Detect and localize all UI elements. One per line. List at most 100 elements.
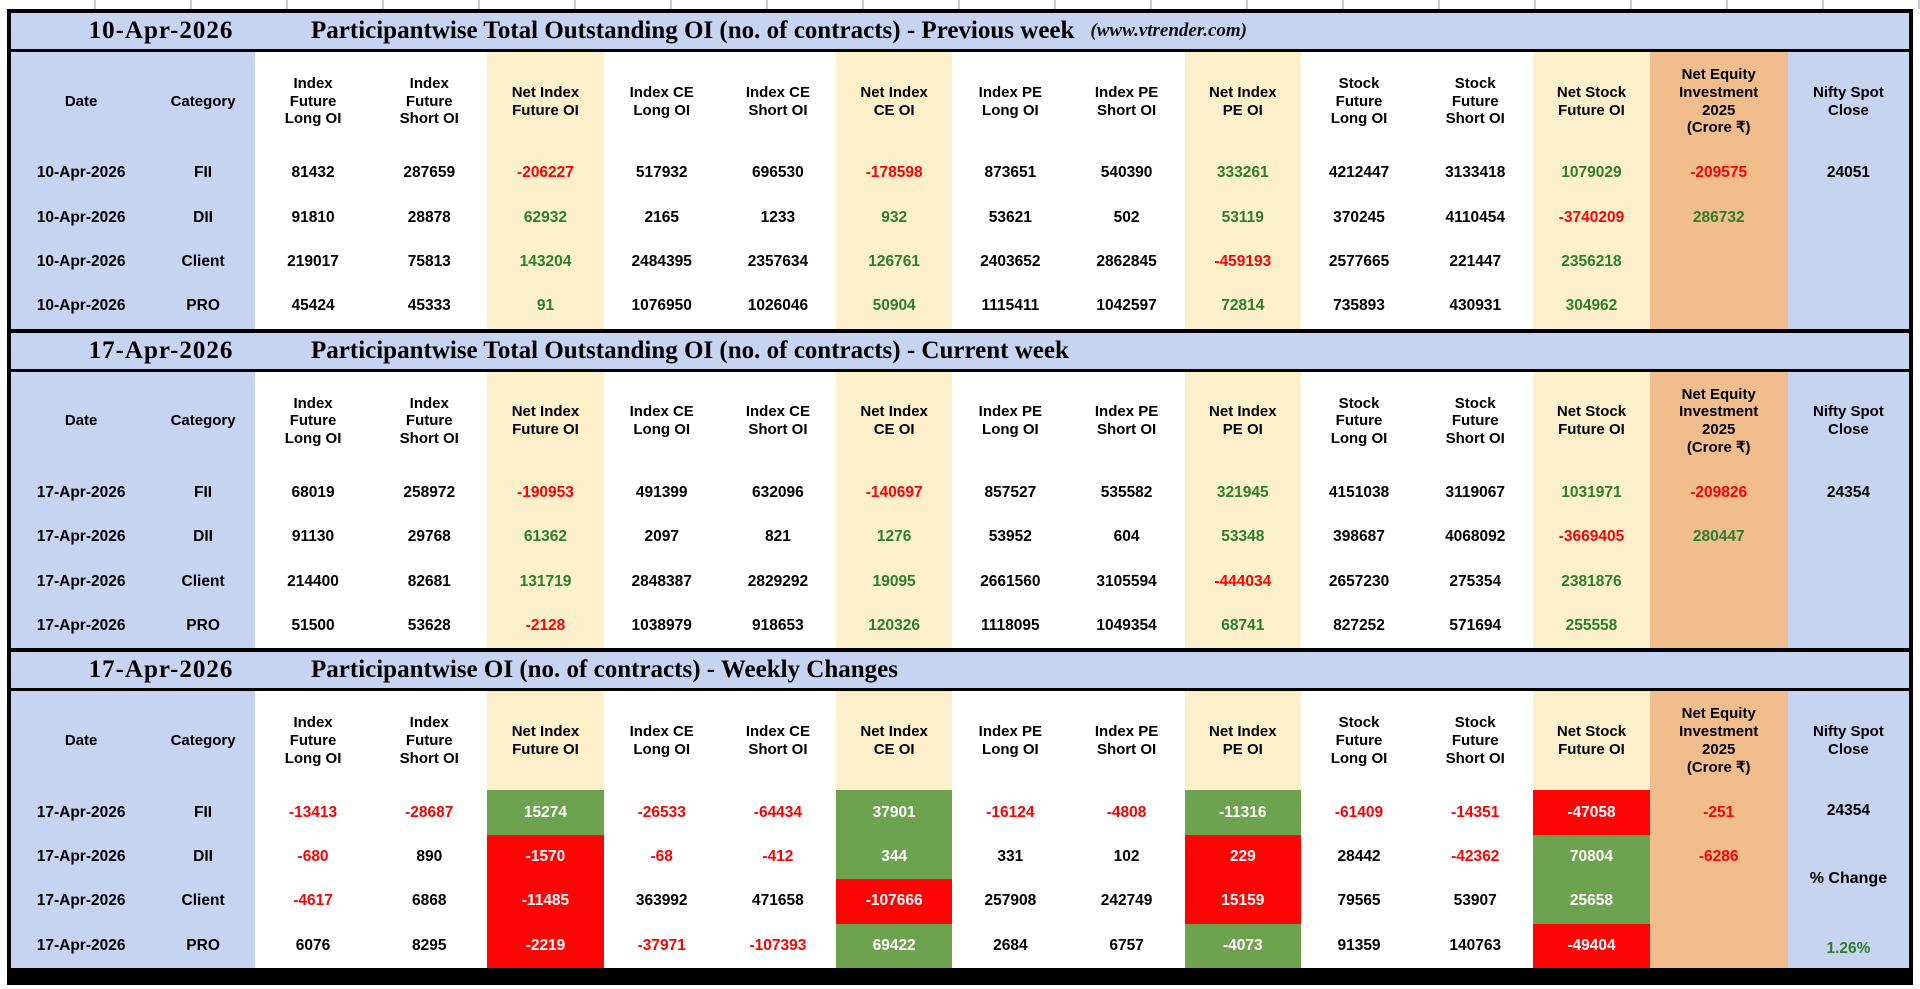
value-index-pe-long-oi: 1115411 bbox=[952, 284, 1069, 329]
col-header-category: Category bbox=[151, 371, 255, 471]
percent-change-label: % Change bbox=[1809, 870, 1888, 888]
value-nifty-spot-close bbox=[1787, 603, 1909, 649]
value-nifty-spot-close bbox=[1787, 284, 1909, 329]
value-net-index-future-oi: -11485 bbox=[487, 879, 604, 924]
row-fii: 17-Apr-2026 FII -13413 -28687 15274 -26533 -64… bbox=[11, 790, 1909, 969]
col-header-index-pe-short-oi: Index PE Short OI bbox=[1068, 371, 1185, 471]
value-index-pe-short-oi: 502 bbox=[1068, 195, 1185, 240]
value-index-future-short-oi: -28687 bbox=[371, 790, 488, 835]
col-header-net-index-future-oi: Net Index Future OI bbox=[487, 691, 604, 791]
value-net-stock-future-oi: 1031971 bbox=[1533, 470, 1650, 516]
section-title: Participantwise Total Outstanding OI (no… bbox=[311, 17, 1075, 44]
value-index-future-long-oi: 6076 bbox=[254, 923, 372, 969]
col-header-date: Date bbox=[11, 52, 152, 151]
value-net-index-ce-oi: 69422 bbox=[836, 923, 953, 969]
value-index-ce-long-oi: 1038979 bbox=[603, 603, 720, 649]
row-client: 17-Apr-2026 Client 214400 82681 131719 284838… bbox=[11, 559, 1909, 604]
value-index-ce-long-oi: 491399 bbox=[603, 470, 720, 516]
value-net-equity-investment: -251 bbox=[1649, 790, 1788, 835]
value-stock-future-short-oi: 430931 bbox=[1417, 284, 1534, 329]
value-index-future-short-oi: 45333 bbox=[371, 284, 488, 329]
value-net-index-ce-oi: 344 bbox=[836, 834, 953, 880]
value-net-stock-future-oi: 25658 bbox=[1533, 879, 1650, 924]
col-header-index-ce-long-oi: Index CE Long OI bbox=[603, 691, 720, 791]
value-index-pe-long-oi: 2661560 bbox=[952, 559, 1069, 604]
col-header-index-pe-long-oi: Index PE Long OI bbox=[952, 371, 1069, 471]
value-net-index-ce-oi: 932 bbox=[836, 195, 953, 240]
col-header-index-pe-short-oi: Index PE Short OI bbox=[1068, 52, 1185, 151]
value-net-index-ce-oi: 50904 bbox=[836, 284, 953, 329]
value-index-future-short-oi: 82681 bbox=[371, 559, 488, 604]
col-header-stock-future-short-oi: Stock Future Short OI bbox=[1417, 52, 1534, 151]
col-header-net-index-ce-oi: Net Index CE OI bbox=[836, 691, 953, 791]
value-net-index-future-oi: 62932 bbox=[487, 195, 604, 240]
value-index-ce-short-oi: -412 bbox=[719, 834, 837, 880]
value-index-pe-long-oi: 53952 bbox=[952, 515, 1069, 560]
section-current-week: 17-Apr-2026 Participantwise Total Outsta… bbox=[11, 328, 1909, 649]
col-header-net-index-ce-oi: Net Index CE OI bbox=[836, 371, 953, 471]
col-header-stock-future-long-oi: Stock Future Long OI bbox=[1300, 691, 1418, 791]
section-title-bar: 17-Apr-2026 Participantwise OI (no. of c… bbox=[11, 652, 1909, 692]
value-index-future-long-oi: -13413 bbox=[254, 790, 372, 835]
col-header-net-equity-investment: Net Equity Investment 2025 (Crore ₹) bbox=[1649, 371, 1788, 471]
value-net-index-future-oi: 143204 bbox=[487, 239, 604, 285]
value-index-future-long-oi: 81432 bbox=[254, 151, 372, 196]
col-header-net-index-future-oi: Net Index Future OI bbox=[487, 52, 604, 151]
row-dii: 10-Apr-2026 DII 91810 28878 62932 2165 1233 932… bbox=[11, 195, 1909, 240]
value-net-index-ce-oi: -178598 bbox=[836, 151, 953, 196]
col-header-net-stock-future-oi: Net Stock Future OI bbox=[1533, 52, 1650, 151]
value-net-index-pe-oi: 53348 bbox=[1184, 515, 1301, 560]
value-index-future-short-oi: 28878 bbox=[371, 195, 488, 240]
spreadsheet-gridline-strip bbox=[0, 0, 1920, 9]
value-net-index-ce-oi: 120326 bbox=[836, 603, 953, 649]
date-cell: 10-Apr-2026 bbox=[11, 239, 152, 285]
value-stock-future-long-oi: 2657230 bbox=[1300, 559, 1418, 604]
value-index-future-short-oi: 53628 bbox=[371, 603, 488, 649]
value-net-index-pe-oi: -444034 bbox=[1184, 559, 1301, 604]
value-stock-future-long-oi: 735893 bbox=[1300, 284, 1418, 329]
row-dii: 17-Apr-2026 DII 91130 29768 61362 2097 821 1276… bbox=[11, 515, 1909, 560]
value-index-ce-short-oi: 2357634 bbox=[719, 239, 837, 285]
date-cell: 17-Apr-2026 bbox=[11, 879, 152, 924]
date-cell: 17-Apr-2026 bbox=[11, 834, 152, 880]
value-index-pe-short-oi: 1049354 bbox=[1068, 603, 1185, 649]
value-index-pe-long-oi: 257908 bbox=[952, 879, 1069, 924]
value-net-stock-future-oi: 2381876 bbox=[1533, 559, 1650, 604]
col-header-stock-future-long-oi: Stock Future Long OI bbox=[1300, 371, 1418, 471]
header-row: Date Category Index Future Long OI Index Fu… bbox=[11, 691, 1909, 791]
value-stock-future-long-oi: 4151038 bbox=[1300, 470, 1418, 516]
value-stock-future-short-oi: 53907 bbox=[1417, 879, 1534, 924]
row-pro: 17-Apr-2026 PRO 51500 53628 -2128 1038979 9186… bbox=[11, 603, 1909, 649]
value-stock-future-long-oi: 2577665 bbox=[1300, 239, 1418, 285]
value-index-future-long-oi: 214400 bbox=[254, 559, 372, 604]
value-net-index-pe-oi: 72814 bbox=[1184, 284, 1301, 329]
value-index-future-short-oi: 8295 bbox=[371, 923, 488, 969]
date-cell: 17-Apr-2026 bbox=[11, 923, 152, 969]
value-index-ce-short-oi: 632096 bbox=[719, 470, 837, 516]
col-header-date: Date bbox=[11, 691, 152, 791]
col-header-index-pe-long-oi: Index PE Long OI bbox=[952, 691, 1069, 791]
value-net-equity-investment: -6286 bbox=[1649, 834, 1788, 880]
weekly-changes-table: Date Category Index Future Long OI Index Fu… bbox=[11, 691, 1909, 969]
col-header-index-future-short-oi: Index Future Short OI bbox=[371, 52, 488, 151]
value-index-pe-short-oi: 604 bbox=[1068, 515, 1185, 560]
value-index-ce-short-oi: 2829292 bbox=[719, 559, 837, 604]
value-stock-future-long-oi: 370245 bbox=[1300, 195, 1418, 240]
value-net-index-future-oi: 91 bbox=[487, 284, 604, 329]
date-cell: 10-Apr-2026 bbox=[11, 195, 152, 240]
row-client: 10-Apr-2026 Client 219017 75813 143204 248439… bbox=[11, 239, 1909, 285]
percent-change-value: 1.26% bbox=[1826, 940, 1871, 958]
category-cell: PRO bbox=[151, 603, 255, 649]
value-net-index-pe-oi: -4073 bbox=[1184, 923, 1301, 969]
category-cell: Client bbox=[151, 879, 255, 924]
value-index-future-short-oi: 890 bbox=[371, 834, 488, 880]
date-cell: 17-Apr-2026 bbox=[11, 515, 152, 560]
value-index-ce-long-oi: 363992 bbox=[603, 879, 720, 924]
row-fii: 10-Apr-2026 FII 81432 287659 -206227 517932 69… bbox=[11, 151, 1909, 196]
value-net-index-future-oi: 131719 bbox=[487, 559, 604, 604]
value-index-pe-short-oi: 102 bbox=[1068, 834, 1185, 880]
section-date: 10-Apr-2026 bbox=[88, 17, 234, 44]
col-header-category: Category bbox=[151, 52, 255, 151]
section-date: 17-Apr-2026 bbox=[88, 336, 234, 364]
value-index-ce-short-oi: 821 bbox=[719, 515, 837, 560]
